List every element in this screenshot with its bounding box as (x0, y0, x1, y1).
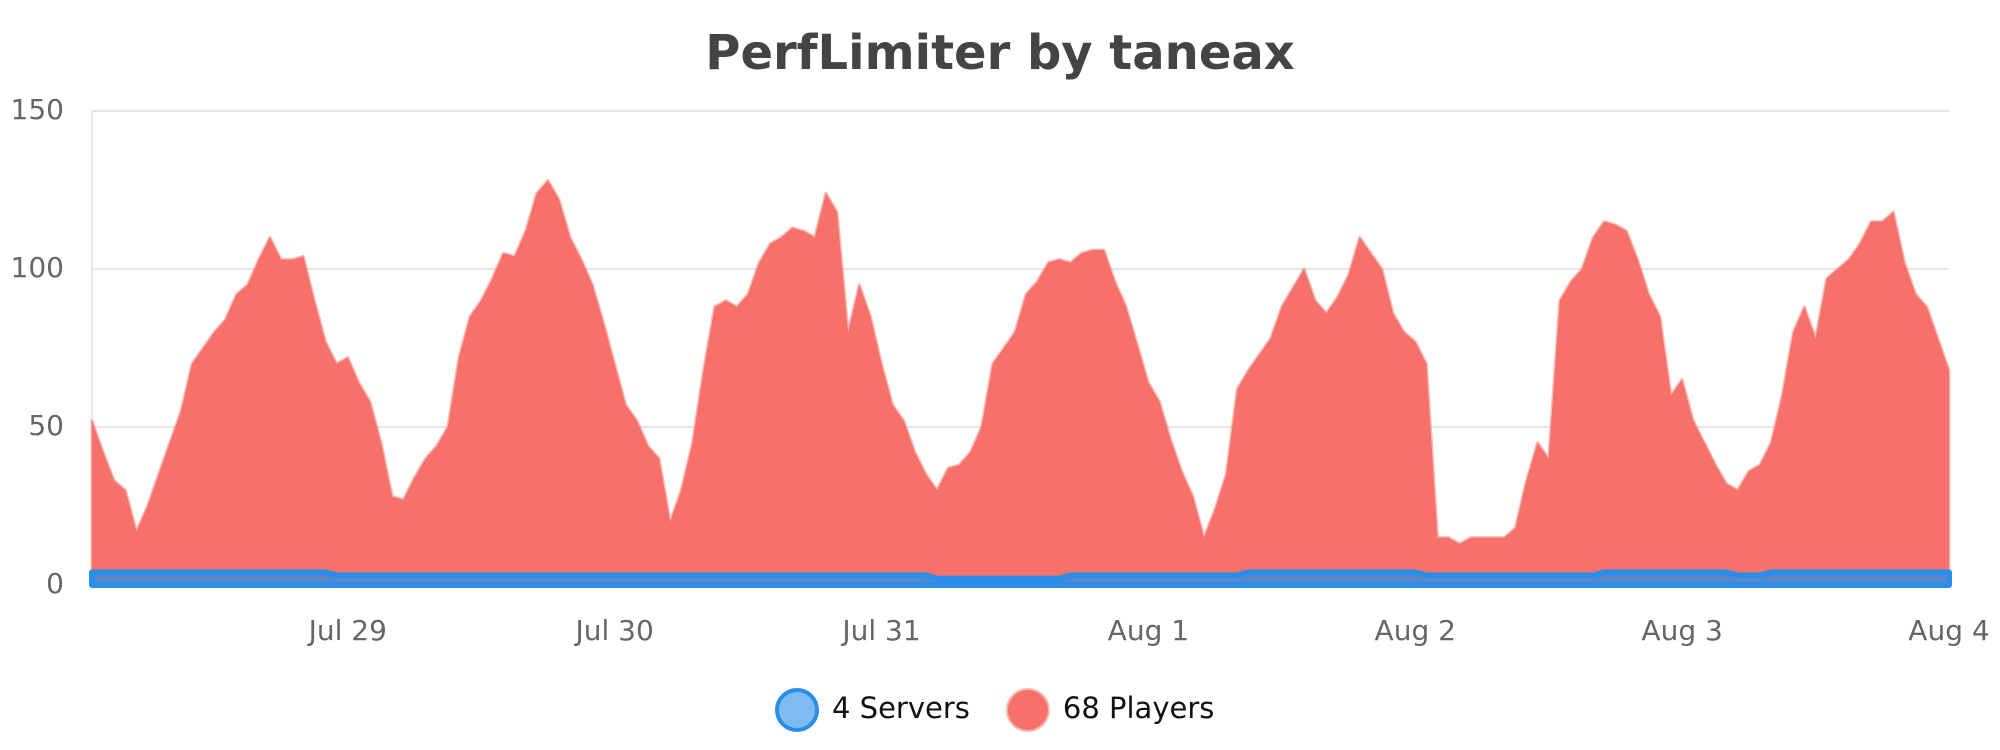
area (90, 179, 1951, 587)
x-tick-label: Aug 4 (1908, 614, 1989, 647)
legend-label: 68 Players (1063, 691, 1214, 725)
x-tick-label: Jul 29 (307, 614, 387, 647)
legend-label: 4 Servers (832, 691, 970, 725)
y-tick-label: 150 (11, 93, 64, 126)
legend-symbol (1005, 688, 1050, 732)
y-tick-label: 50 (28, 409, 64, 442)
x-tick-label: Aug 3 (1641, 614, 1722, 647)
area (89, 569, 1952, 588)
y-tick-label: 100 (11, 251, 64, 284)
x-tick-label: Jul 31 (840, 614, 920, 647)
x-tick-label: Aug 2 (1375, 614, 1456, 647)
legend: 4 Servers 68 Players (775, 688, 1214, 732)
legend-symbol (775, 688, 819, 732)
chart-title: PerfLimiter by taneax (705, 25, 1294, 81)
y-tick-label: 0 (46, 567, 64, 600)
x-tick-label: Jul 30 (573, 614, 653, 647)
x-tick-label: Aug 1 (1108, 614, 1189, 647)
